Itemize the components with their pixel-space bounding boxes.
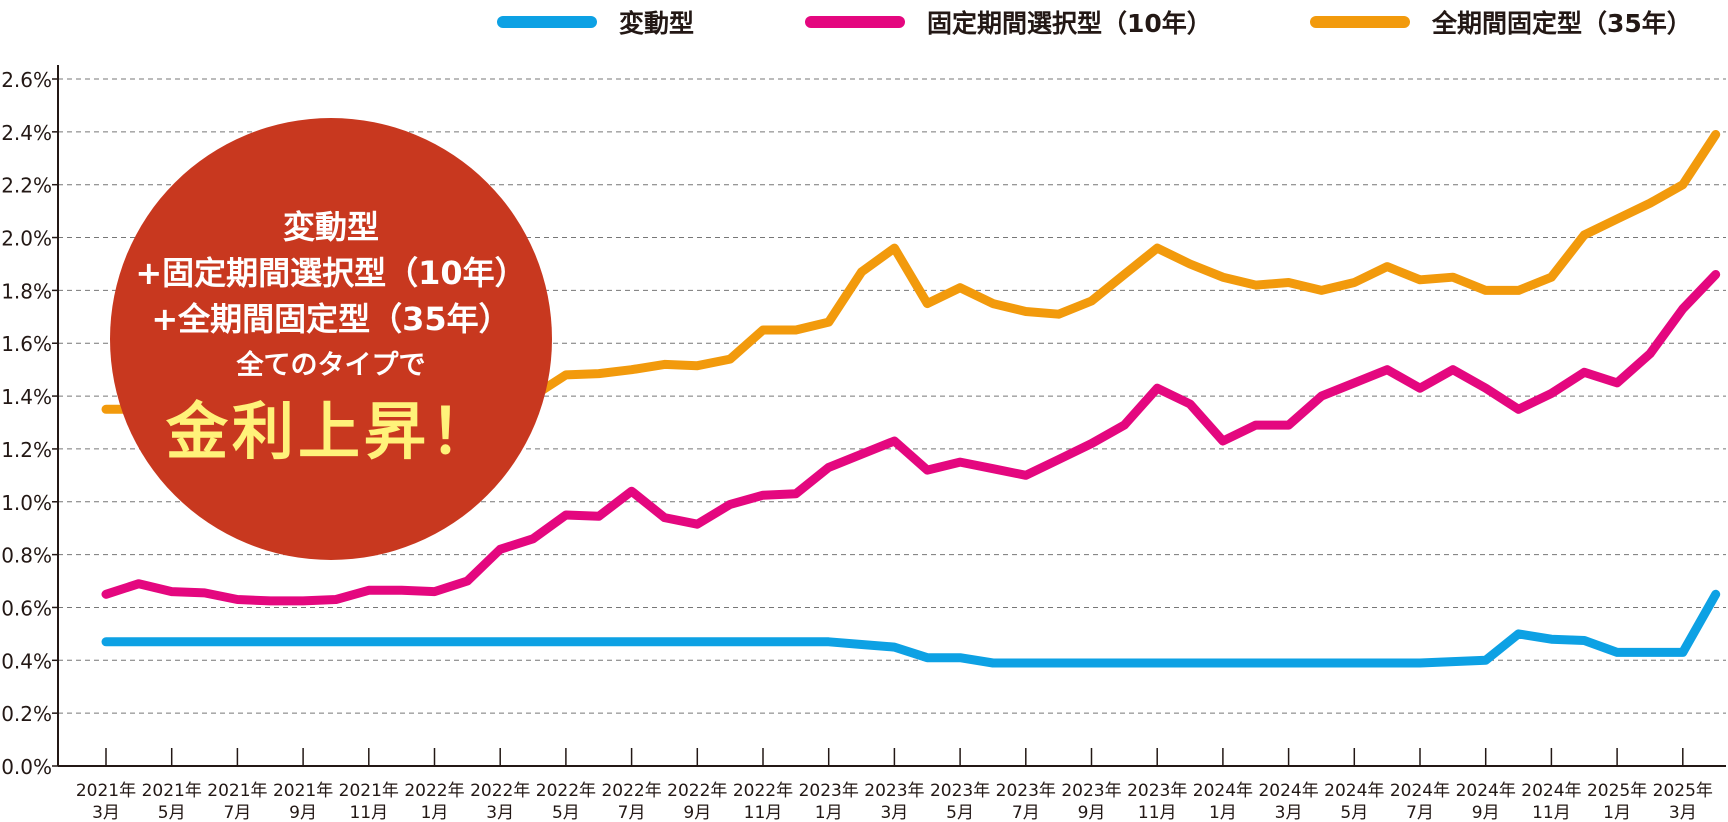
- x-tick-year-label: 2024年: [1390, 781, 1450, 801]
- x-tick-year-label: 2022年: [536, 781, 596, 801]
- x-tick-year-label: 2022年: [601, 781, 661, 801]
- x-tick-month-label: 11月: [1532, 803, 1571, 822]
- legend-label-fixed-35y: 全期間固定型（35年）: [1432, 9, 1692, 38]
- x-tick-year-label: 2023年: [799, 781, 859, 801]
- x-tick-labels: 2021年 3月 2021年 5月 2021年 7月 2021年 9月 2021年 11月 2022…: [76, 781, 1713, 822]
- y-tick-label: 2.4%: [1, 121, 52, 145]
- legend-swatch-fixed-10y: [805, 16, 905, 28]
- legend-swatch-variable: [497, 16, 597, 28]
- badge-line-variable: 変動型: [282, 208, 379, 246]
- x-tick-year-label: 2022年: [733, 781, 793, 801]
- x-tick-month-label: 9月: [289, 803, 317, 822]
- x-tick-month-label: 7月: [1012, 803, 1040, 822]
- x-tick-year-label: 2021年: [76, 781, 136, 801]
- badge-line-fixed-10y: +固定期間選択型（10年）: [135, 254, 527, 292]
- x-tick-year-label: 2024年: [1258, 781, 1318, 801]
- x-tick-month-label: 9月: [1078, 803, 1106, 822]
- x-tick-month-label: 11月: [349, 803, 388, 822]
- x-tick-year-label: 2023年: [864, 781, 924, 801]
- y-tick-label: 1.4%: [1, 385, 52, 409]
- x-tick-month-label: 3月: [880, 803, 908, 822]
- x-tick-month-label: 5月: [946, 803, 974, 822]
- y-tick-label: 2.0%: [1, 227, 52, 251]
- x-tick-month-label: 11月: [1138, 803, 1177, 822]
- legend-item-fixed-35y: 全期間固定型（35年）: [1310, 4, 1692, 40]
- x-tick-month-label: 3月: [92, 803, 120, 822]
- x-tick-year-label: 2022年: [667, 781, 727, 801]
- x-tick-year-label: 2023年: [930, 781, 990, 801]
- legend-swatch-fixed-35y: [1310, 16, 1410, 28]
- x-tick-year-label: 2024年: [1456, 781, 1516, 801]
- x-tick-year-label: 2022年: [470, 781, 530, 801]
- x-tick-year-label: 2025年: [1587, 781, 1647, 801]
- x-tick-year-label: 2024年: [1521, 781, 1581, 801]
- legend-label-fixed-10y: 固定期間選択型（10年）: [927, 9, 1212, 38]
- x-tick-year-label: 2023年: [1061, 781, 1121, 801]
- x-tick-month-label: 9月: [1472, 803, 1500, 822]
- y-tick-label: 0.0%: [1, 755, 52, 779]
- x-tick-month-label: 7月: [1406, 803, 1434, 822]
- x-tick-month-label: 5月: [1340, 803, 1368, 822]
- x-tick-month-label: 7月: [223, 803, 251, 822]
- x-tick-year-label: 2021年: [339, 781, 399, 801]
- x-tick-month-label: 5月: [552, 803, 580, 822]
- x-tick-year-label: 2021年: [273, 781, 333, 801]
- x-tick-month-label: 1月: [421, 803, 449, 822]
- x-tick-year-label: 2024年: [1324, 781, 1384, 801]
- badge-line-all-types: 全てのタイプで: [236, 350, 426, 381]
- callout-badge: 変動型 +固定期間選択型（10年） +全期間固定型（35年） 全てのタイプで 金…: [110, 118, 552, 560]
- x-tick-month-label: 3月: [1275, 803, 1303, 822]
- y-tick-label: 2.6%: [1, 68, 52, 92]
- y-tick-label: 1.8%: [1, 279, 52, 303]
- y-tick-label: 1.6%: [1, 332, 52, 356]
- badge-line-fixed-35y: +全期間固定型（35年）: [151, 300, 511, 338]
- x-tick-year-label: 2025年: [1653, 781, 1713, 801]
- x-tick-month-label: 1月: [815, 803, 843, 822]
- series-line-fixed-10y: [101, 270, 1721, 606]
- axes: [52, 65, 1726, 767]
- x-tick-year-label: 2023年: [996, 781, 1056, 801]
- y-tick-label: 0.2%: [1, 702, 52, 726]
- x-tick-month-label: 11月: [744, 803, 783, 822]
- y-tick-label: 2.2%: [1, 174, 52, 198]
- y-tick-label: 0.6%: [1, 596, 52, 620]
- y-tick-label: 1.2%: [1, 438, 52, 462]
- x-tick-year-label: 2022年: [404, 781, 464, 801]
- x-tick-year-label: 2023年: [1127, 781, 1187, 801]
- x-tick-month-label: 5月: [158, 803, 186, 822]
- x-tick-month-label: 1月: [1209, 803, 1237, 822]
- y-tick-label: 1.0%: [1, 491, 52, 515]
- x-tick-month-label: 7月: [618, 803, 646, 822]
- x-tick-month-label: 3月: [486, 803, 514, 822]
- y-tick-label: 0.4%: [1, 649, 52, 673]
- legend: 変動型 固定期間選択型（10年） 全期間固定型（35年）: [0, 0, 1728, 40]
- x-tick-year-label: 2021年: [207, 781, 267, 801]
- legend-label-variable: 変動型: [619, 9, 695, 38]
- series-line-variable: [101, 589, 1721, 668]
- badge-headline: 金利上昇！: [165, 395, 496, 468]
- legend-item-variable: 変動型: [497, 4, 694, 40]
- x-tick-month-label: 3月: [1669, 803, 1697, 822]
- y-tick-label: 0.8%: [1, 544, 52, 568]
- x-tick-month-label: 9月: [683, 803, 711, 822]
- legend-item-fixed-10y: 固定期間選択型（10年）: [805, 4, 1212, 40]
- x-tick-year-label: 2024年: [1193, 781, 1253, 801]
- x-tick-year-label: 2021年: [142, 781, 202, 801]
- y-tick-labels: 0.0% 0.2% 0.4% 0.6% 0.8% 1.0% 1.2% 1.4% 1.6% 1.8%…: [1, 68, 52, 779]
- x-tick-month-label: 1月: [1603, 803, 1631, 822]
